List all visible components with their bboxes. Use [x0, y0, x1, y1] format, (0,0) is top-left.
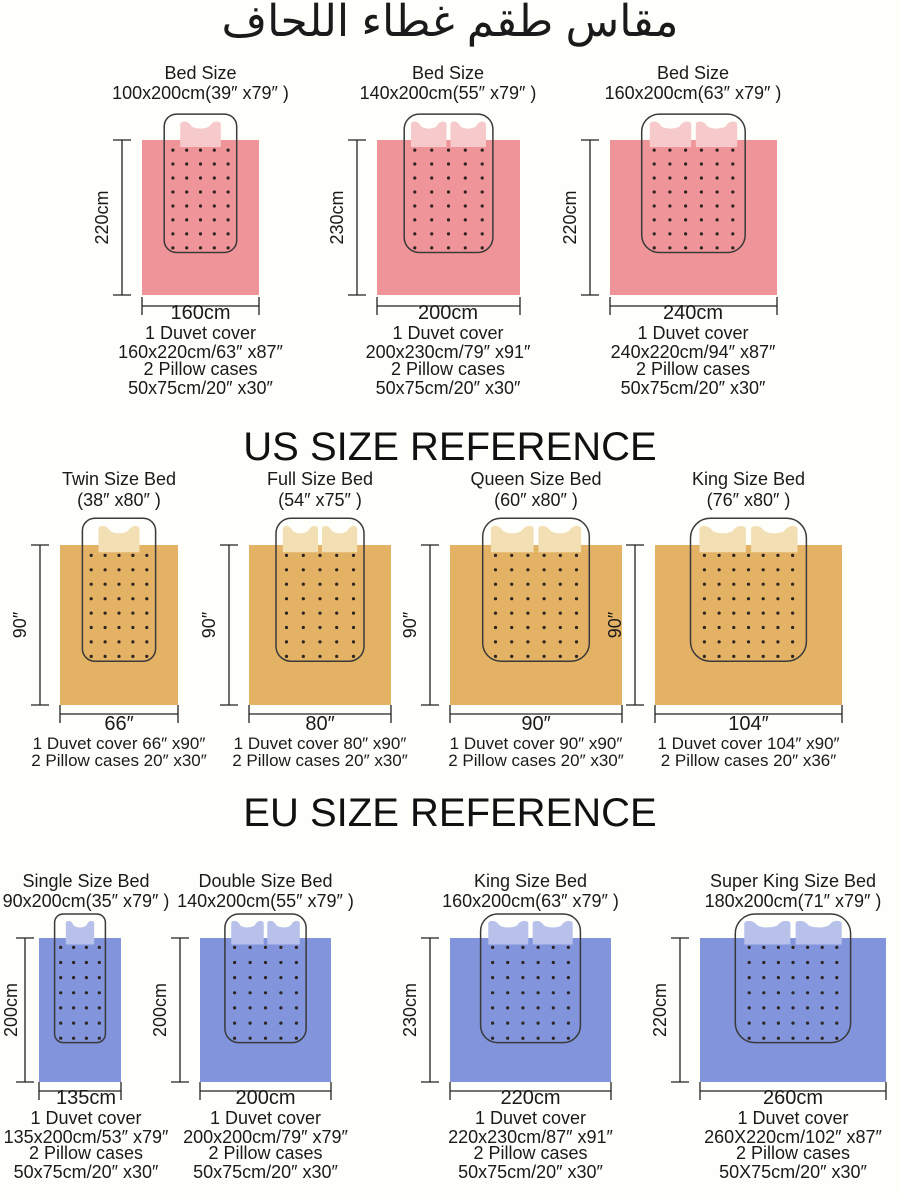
svg-text:2 Pillow cases: 2 Pillow cases: [391, 359, 505, 379]
svg-text:Twin Size Bed: Twin Size Bed: [62, 469, 176, 489]
svg-text:200cm: 200cm: [150, 983, 170, 1037]
svg-text:160x200cm(63″ x79″ ): 160x200cm(63″ x79″ ): [605, 83, 782, 103]
svg-text:50x75cm/20″ x30″: 50x75cm/20″ x30″: [376, 378, 521, 398]
svg-text:2 Pillow cases: 2 Pillow cases: [208, 1143, 322, 1163]
svg-text:Single Size Bed: Single Size Bed: [22, 871, 149, 891]
svg-text:King Size Bed: King Size Bed: [474, 871, 587, 891]
svg-text:50x75cm/20″ x30″: 50x75cm/20″ x30″: [128, 378, 273, 398]
svg-text:90″: 90″: [199, 611, 219, 638]
svg-text:Queen Size Bed: Queen Size Bed: [470, 469, 601, 489]
svg-text:1 Duvet cover: 1 Duvet cover: [392, 323, 503, 343]
svg-text:220cm: 220cm: [560, 190, 580, 244]
svg-text:(54″ x75″ ): (54″ x75″ ): [278, 490, 362, 510]
svg-text:Full Size Bed: Full Size Bed: [267, 469, 373, 489]
svg-text:1 Duvet cover: 1 Duvet cover: [210, 1108, 321, 1128]
svg-text:2 Pillow cases: 2 Pillow cases: [473, 1143, 587, 1163]
svg-text:220cm: 220cm: [92, 190, 112, 244]
svg-text:2 Pillow cases 20″ x30″: 2 Pillow cases 20″ x30″: [232, 751, 408, 770]
svg-text:160x200cm(63″ x79″ ): 160x200cm(63″ x79″ ): [442, 891, 619, 911]
svg-text:100x200cm(39″ x79″ ): 100x200cm(39″ x79″ ): [112, 83, 289, 103]
svg-text:50X75cm/20″ x30″: 50X75cm/20″ x30″: [719, 1162, 867, 1182]
svg-text:80″: 80″: [305, 713, 334, 735]
svg-text:140x200cm(55″ x79″ ): 140x200cm(55″ x79″ ): [360, 83, 537, 103]
svg-text:230cm: 230cm: [400, 983, 420, 1037]
svg-text:240cm: 240cm: [663, 302, 723, 324]
svg-text:200cm: 200cm: [1, 983, 21, 1037]
svg-text:Bed Size: Bed Size: [164, 63, 236, 83]
svg-text:180x200cm(71″ x79″ ): 180x200cm(71″ x79″ ): [705, 891, 882, 911]
svg-text:Bed Size: Bed Size: [657, 63, 729, 83]
svg-text:50x75cm/20″ x30″: 50x75cm/20″ x30″: [458, 1162, 603, 1182]
svg-text:Bed Size: Bed Size: [412, 63, 484, 83]
svg-text:1 Duvet cover: 1 Duvet cover: [30, 1108, 141, 1128]
svg-text:200cm: 200cm: [235, 1087, 295, 1109]
svg-text:90″: 90″: [605, 611, 625, 638]
svg-text:(38″ x80″ ): (38″ x80″ ): [77, 490, 161, 510]
svg-text:EU SIZE REFERENCE: EU SIZE REFERENCE: [243, 791, 656, 835]
svg-text:220cm: 220cm: [650, 983, 670, 1037]
svg-text:90″: 90″: [400, 611, 420, 638]
svg-text:2 Pillow cases 20″ x30″: 2 Pillow cases 20″ x30″: [31, 751, 207, 770]
svg-text:50x75cm/20″ x30″: 50x75cm/20″ x30″: [193, 1162, 338, 1182]
svg-text:Super King Size Bed: Super King Size Bed: [710, 871, 876, 891]
svg-text:2 Pillow cases 20″ x36″: 2 Pillow cases 20″ x36″: [661, 751, 837, 770]
svg-text:50x75cm/20″ x30″: 50x75cm/20″ x30″: [14, 1162, 159, 1182]
svg-text:2 Pillow cases: 2 Pillow cases: [636, 359, 750, 379]
svg-text:1 Duvet cover: 1 Duvet cover: [737, 1108, 848, 1128]
svg-text:200cm: 200cm: [418, 302, 478, 324]
svg-text:260cm: 260cm: [763, 1087, 823, 1109]
svg-text:1 Duvet cover: 1 Duvet cover: [145, 323, 256, 343]
svg-text:140x200cm(55″ x79″ ): 140x200cm(55″ x79″ ): [177, 891, 354, 911]
svg-text:50x75cm/20″ x30″: 50x75cm/20″ x30″: [621, 378, 766, 398]
svg-text:King Size Bed: King Size Bed: [692, 469, 805, 489]
svg-text:2 Pillow cases: 2 Pillow cases: [29, 1143, 143, 1163]
svg-text:(60″ x80″ ): (60″ x80″ ): [494, 490, 578, 510]
svg-text:2 Pillow cases 20″ x30″: 2 Pillow cases 20″ x30″: [448, 751, 624, 770]
svg-text:US SIZE REFERENCE: US SIZE REFERENCE: [243, 425, 656, 469]
svg-text:230cm: 230cm: [327, 190, 347, 244]
svg-text:(76″ x80″ ): (76″ x80″ ): [707, 490, 791, 510]
svg-text:1 Duvet cover: 1 Duvet cover: [637, 323, 748, 343]
svg-text:Double Size Bed: Double Size Bed: [198, 871, 332, 891]
svg-text:90″: 90″: [10, 611, 30, 638]
svg-text:135cm: 135cm: [56, 1087, 116, 1109]
svg-text:160cm: 160cm: [170, 302, 230, 324]
svg-text:104″: 104″: [728, 713, 768, 735]
svg-text:220cm: 220cm: [500, 1087, 560, 1109]
svg-text:2 Pillow cases: 2 Pillow cases: [736, 1143, 850, 1163]
svg-text:90″: 90″: [521, 713, 550, 735]
svg-text:66″: 66″: [104, 713, 133, 735]
svg-text:90x200cm(35″ x79″ ): 90x200cm(35″ x79″ ): [3, 891, 170, 911]
svg-text:2 Pillow cases: 2 Pillow cases: [143, 359, 257, 379]
svg-text:1 Duvet cover: 1 Duvet cover: [475, 1108, 586, 1128]
